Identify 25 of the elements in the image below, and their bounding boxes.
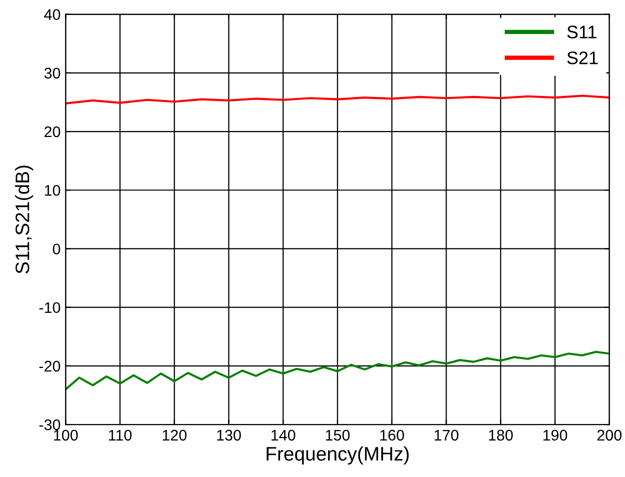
y-tick-label: 10 [44, 184, 60, 196]
line-series [66, 350, 610, 390]
x-tick-label: 200 [597, 430, 622, 441]
x-tick-label: 100 [54, 430, 78, 441]
legend-label: S21 [567, 51, 598, 64]
x-tick-label: 170 [434, 430, 458, 441]
x-tick-label: 190 [543, 430, 568, 441]
x-tick-label: 160 [380, 430, 404, 441]
y-tick-label: 40 [44, 9, 60, 20]
line-series [66, 94, 610, 104]
y-tick-label: 20 [44, 126, 60, 138]
y-tick-label: 30 [44, 68, 60, 79]
y-tick-label: 0 [52, 244, 60, 254]
x-tick-label: 130 [217, 430, 241, 441]
y-tick-label: -10 [39, 302, 60, 314]
y-axis-title: S11,S21(dB) [15, 166, 34, 274]
x-axis-title: Frequency(MHz) [266, 446, 409, 465]
y-tick-label: -30 [39, 419, 60, 430]
x-tick-label: 120 [162, 430, 187, 441]
x-tick-label: 180 [489, 430, 513, 441]
y-tick-label: -20 [39, 360, 60, 372]
x-tick-label: 150 [326, 430, 350, 441]
legend-label: S11 [567, 26, 596, 38]
x-tick-label: 110 [108, 430, 132, 441]
x-tick-label: 140 [272, 430, 296, 441]
